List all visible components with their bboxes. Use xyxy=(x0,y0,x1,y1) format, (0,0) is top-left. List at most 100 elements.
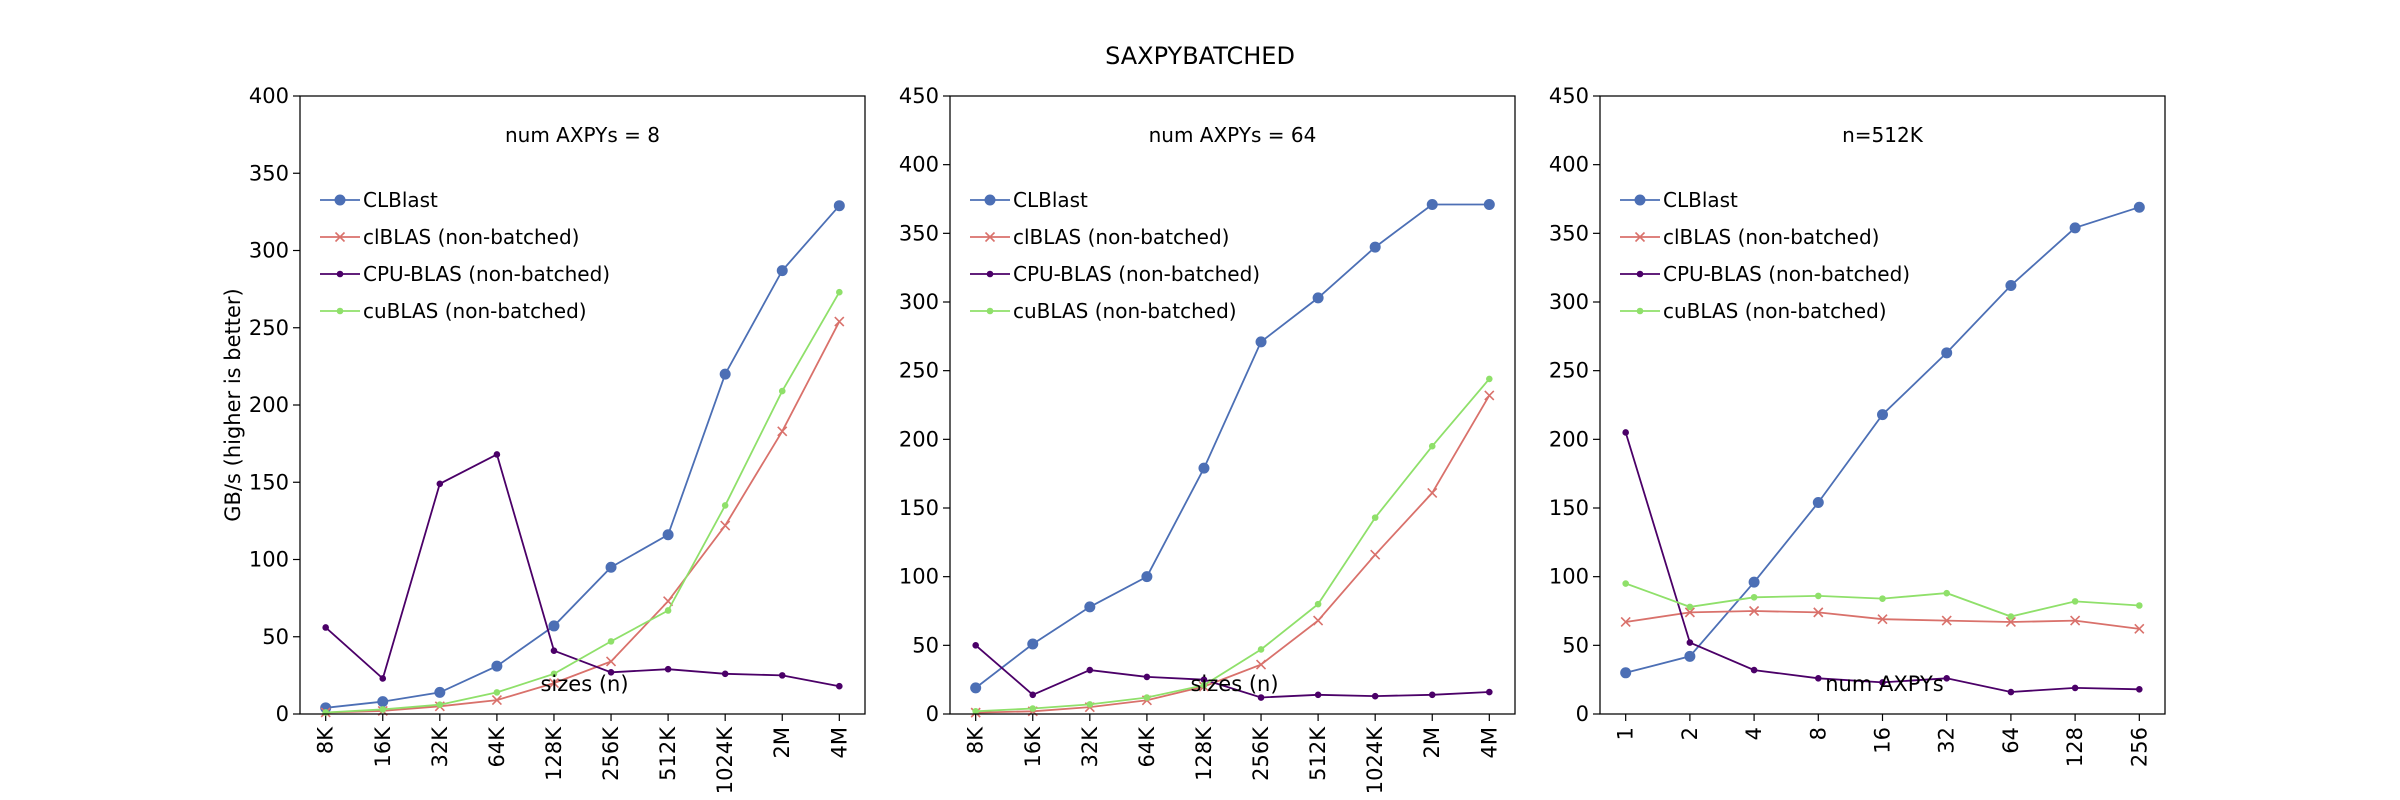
series-clblast xyxy=(970,198,1495,694)
legend-label: clBLAS (non-batched) xyxy=(363,225,579,249)
y-tick-label: 50 xyxy=(912,633,939,657)
legend-entry: cuBLAS (non-batched) xyxy=(1620,299,1887,323)
data-point xyxy=(605,656,617,667)
data-point xyxy=(1750,666,1758,674)
data-point xyxy=(1486,688,1493,696)
data-point xyxy=(1877,614,1888,625)
legend-label: clBLAS (non-batched) xyxy=(1013,225,1229,249)
legend-swatch-marker xyxy=(336,307,344,315)
data-point xyxy=(436,701,444,709)
legend-swatch-marker xyxy=(1636,270,1644,278)
data-point xyxy=(1257,694,1265,701)
x-tick-label: 32K xyxy=(428,726,452,768)
data-point xyxy=(2005,280,2017,292)
legend-entry: CLBlast xyxy=(320,188,438,212)
data-point xyxy=(1313,615,1324,626)
series-line xyxy=(325,453,840,688)
legend: CLBlast clBLAS (non-batched) CPU-BLAS (non… xyxy=(970,188,1260,323)
data-point xyxy=(2136,685,2143,693)
y-tick-label: 300 xyxy=(1549,290,1589,314)
legend-swatch-marker xyxy=(984,194,996,206)
data-point xyxy=(1620,616,1631,628)
y-tick-label: 50 xyxy=(1562,633,1589,657)
data-point xyxy=(721,670,729,678)
data-point xyxy=(493,689,501,696)
data-point xyxy=(2071,598,2079,605)
y-tick-label: 200 xyxy=(1549,427,1589,451)
y-tick-label: 250 xyxy=(249,316,289,340)
data-point xyxy=(1484,390,1495,401)
data-point xyxy=(836,682,843,690)
y-tick-label: 50 xyxy=(262,625,289,649)
x-tick-label: 2M xyxy=(770,727,794,758)
y-tick-label: 150 xyxy=(249,470,289,494)
data-point xyxy=(1622,580,1629,587)
data-point xyxy=(2134,623,2145,634)
legend-entry: clBLAS (non-batched) xyxy=(320,225,579,249)
data-point xyxy=(1941,615,1952,626)
legend-label: CLBlast xyxy=(1663,188,1738,212)
y-tick-label: 450 xyxy=(1549,84,1589,108)
plot-frame xyxy=(1599,95,2166,715)
data-point xyxy=(1748,576,1760,588)
series-line xyxy=(325,291,841,714)
data-point xyxy=(491,695,502,706)
y-tick-label: 350 xyxy=(249,161,289,185)
data-point xyxy=(2071,684,2079,692)
data-point xyxy=(1369,241,1381,253)
legend-label: CPU-BLAS (non-batched) xyxy=(1663,262,1910,286)
legend-swatch-marker xyxy=(984,231,996,243)
data-point xyxy=(1684,650,1696,662)
y-tick-label: 0 xyxy=(276,702,289,726)
data-point xyxy=(1426,198,1438,210)
x-tick-label: 16K xyxy=(1021,726,1045,768)
data-point xyxy=(2133,201,2145,213)
data-point xyxy=(607,638,615,645)
data-point xyxy=(1027,638,1039,650)
data-point xyxy=(1143,694,1151,701)
series-clblas xyxy=(320,316,845,718)
y-tick-label: 250 xyxy=(1549,359,1589,383)
x-axis-label: num AXPYs xyxy=(1825,672,1943,696)
series-line xyxy=(325,205,840,709)
y-tick-label: 250 xyxy=(899,359,939,383)
data-point xyxy=(778,387,786,395)
series-line xyxy=(975,203,1490,689)
data-point xyxy=(719,368,731,380)
data-point xyxy=(1879,679,1886,686)
legend-label: cuBLAS (non-batched) xyxy=(1663,299,1887,323)
y-tick-label: 0 xyxy=(1576,702,1589,726)
series-line xyxy=(325,321,841,714)
y-tick-label: 400 xyxy=(249,84,289,108)
legend-entry: clBLAS (non-batched) xyxy=(1620,225,1879,249)
x-tick-label: 64K xyxy=(1135,726,1159,768)
figure-suptitle: SAXPYBATCHED xyxy=(1105,42,1295,70)
y-tick-label: 0 xyxy=(926,702,939,726)
data-point xyxy=(777,426,788,437)
x-tick-label: 1 xyxy=(1614,727,1638,740)
x-tick-label: 64K xyxy=(485,726,509,768)
data-point xyxy=(434,686,446,698)
data-point xyxy=(1257,646,1265,653)
data-point xyxy=(322,624,329,631)
data-point xyxy=(1750,593,1758,601)
series-line xyxy=(1624,432,2140,693)
y-tick-label: 450 xyxy=(899,84,939,108)
data-point xyxy=(1686,603,1694,611)
data-point xyxy=(1086,666,1094,674)
x-tick-label: 256 xyxy=(2127,727,2151,767)
data-point xyxy=(720,520,731,531)
x-tick-label: 512K xyxy=(1306,726,1330,781)
data-point xyxy=(970,682,982,694)
data-point xyxy=(1684,607,1695,618)
data-point xyxy=(1314,600,1322,608)
data-point xyxy=(1427,487,1438,498)
data-point xyxy=(550,670,558,678)
legend-swatch-marker xyxy=(1634,231,1646,243)
data-point xyxy=(1428,691,1436,699)
data-point xyxy=(664,607,672,614)
x-tick-label: 32K xyxy=(1078,726,1102,768)
y-tick-label: 300 xyxy=(249,239,289,263)
legend-entry: clBLAS (non-batched) xyxy=(970,225,1229,249)
